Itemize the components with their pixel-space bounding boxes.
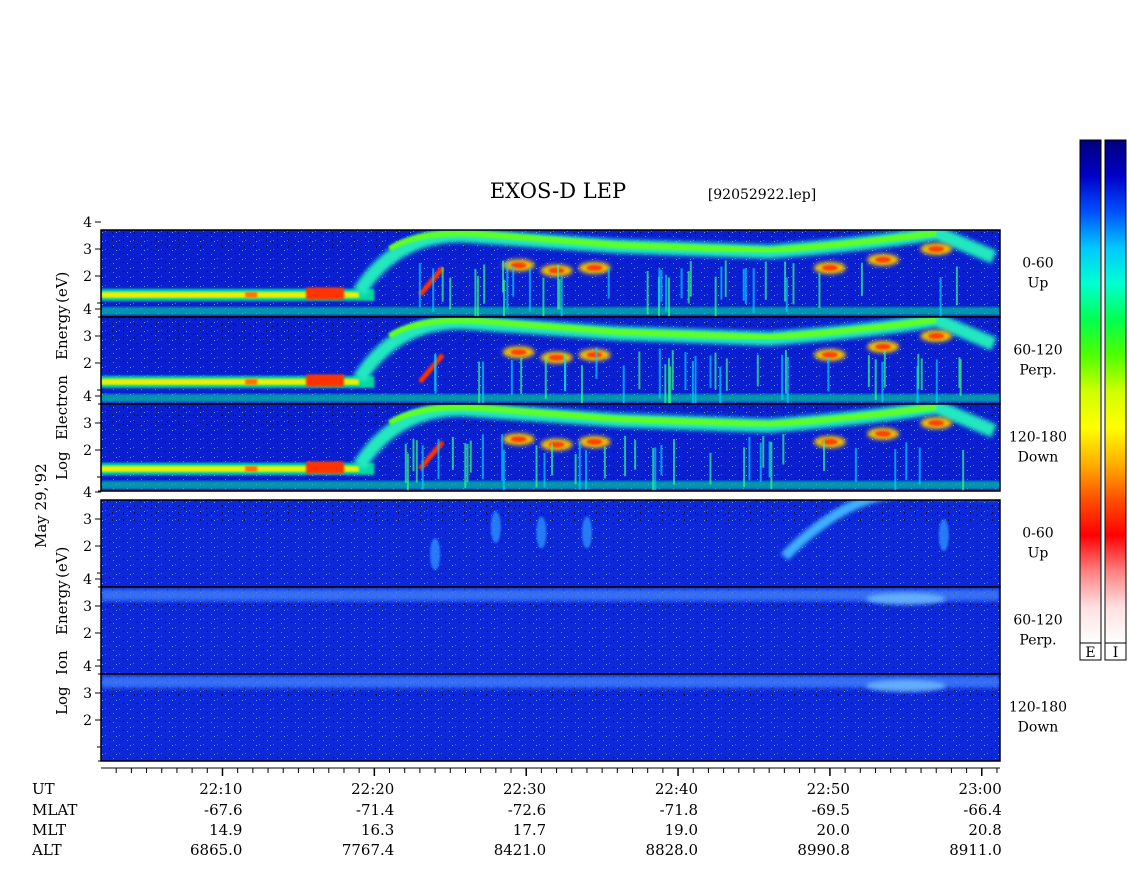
info-value: 8828.0 <box>646 841 699 859</box>
y-tick-label: 3 <box>83 599 92 615</box>
ion-axis-label: Log Ion Energy (eV) <box>53 547 71 715</box>
info-value: 22:40 <box>655 780 698 798</box>
info-value: 22:50 <box>807 780 850 798</box>
y-tick-label: 3 <box>83 416 92 432</box>
direction-label: Up <box>1028 276 1049 292</box>
info-value: -69.5 <box>811 801 849 819</box>
ion-axis-label-word-4: (eV) <box>53 547 71 578</box>
time-axis <box>101 767 1000 776</box>
info-value: -71.8 <box>660 801 698 819</box>
electron-axis-label-word-4: (eV) <box>53 272 71 303</box>
info-value: -66.4 <box>963 801 1001 819</box>
y-tick-label: 2 <box>83 356 92 372</box>
y-tick-label: 2 <box>83 626 92 642</box>
info-row-label: MLT <box>32 821 66 839</box>
spectrogram-panel-electron-2: 2 3 4 60-120 Perp. <box>83 302 1063 405</box>
pitch-angle-label: 120-180 <box>1009 700 1067 716</box>
direction-label: Down <box>1018 720 1059 736</box>
orbit-info-table: UT 22:10 22:20 22:30 22:40 22:50 23:00 MLAT -67.… <box>31 780 1002 859</box>
pitch-angle-label: 0-60 <box>1022 256 1053 272</box>
colorbar-i: I <box>1104 139 1127 661</box>
pitch-angle-label: 60-120 <box>1013 343 1062 359</box>
y-tick-label: 3 <box>83 242 92 258</box>
y-tick-label: 2 <box>83 269 92 285</box>
ion-axis-label-word-3: Energy <box>53 580 71 635</box>
y-tick-label: 4 <box>83 659 92 675</box>
info-value: 8911.0 <box>949 841 1002 859</box>
info-row-label: MLAT <box>32 801 77 819</box>
ion-axis-label-word-2: Ion <box>53 650 71 675</box>
panel-frame <box>100 403 1001 492</box>
info-value: 20.8 <box>968 821 1001 839</box>
ion-axis-label-word-1: Log <box>53 686 71 715</box>
spectrogram-panel-electron-1: 2 3 4 0-60 Up <box>83 215 1054 318</box>
y-tick-label: 2 <box>83 443 92 459</box>
electron-axis-label-word-1: Log <box>53 451 71 480</box>
panel-frame <box>100 673 1001 762</box>
y-tick-label: 4 <box>83 302 92 318</box>
colorbar-label: I <box>1113 645 1119 661</box>
spectrogram-panel-electron-3: 2 3 4 120-180 Down <box>83 389 1067 492</box>
y-tick-label: 3 <box>83 686 92 702</box>
date-label: May 29,'92 <box>32 463 50 548</box>
y-axis: 2 3 4 <box>83 572 101 675</box>
info-value: -67.6 <box>204 801 242 819</box>
direction-label: Perp. <box>1019 633 1056 649</box>
direction-label: Perp. <box>1019 363 1056 379</box>
spectrogram-panel-ion-2: 2 3 4 60-120 Perp. <box>83 572 1063 675</box>
y-axis: 2 3 4 <box>83 215 101 318</box>
info-value: 23:00 <box>959 780 1002 798</box>
direction-label: Down <box>1018 450 1059 466</box>
info-value: 14.9 <box>209 821 242 839</box>
y-tick-label: 3 <box>83 329 92 345</box>
y-tick-label: 4 <box>83 215 92 231</box>
info-value: -71.4 <box>356 801 394 819</box>
y-tick-label: 2 <box>83 539 92 555</box>
y-tick-label: 4 <box>83 389 92 405</box>
info-value: 8990.8 <box>797 841 850 859</box>
info-value: 22:10 <box>199 780 242 798</box>
info-value: 22:20 <box>351 780 394 798</box>
info-value: 19.0 <box>665 821 698 839</box>
info-row-label: UT <box>32 780 55 798</box>
info-value: 22:30 <box>503 780 546 798</box>
y-tick-label: 3 <box>83 512 92 528</box>
file-name: [92052922.lep] <box>708 187 816 203</box>
pitch-angle-label: 60-120 <box>1013 613 1062 629</box>
info-value: -72.6 <box>508 801 546 819</box>
spectrogram-panels: 2 3 4 0-60 Up 2 3 4 60-120 Perp. 2 3 4 120-180 Down 2 3 4… <box>83 215 1067 762</box>
y-tick-label: 2 <box>83 713 92 729</box>
info-value: 20.0 <box>817 821 850 839</box>
electron-axis-label-word-2: Electron <box>53 375 71 440</box>
electron-axis-label: Log Electron Energy (eV) <box>53 272 71 480</box>
y-tick-label: 4 <box>83 485 92 501</box>
spectrogram-panel-ion-1: 2 3 4 0-60 Up <box>83 485 1054 588</box>
info-value: 8421.0 <box>494 841 547 859</box>
info-value: 7767.4 <box>342 841 395 859</box>
info-value: 6865.0 <box>190 841 243 859</box>
info-row-label: ALT <box>31 841 62 859</box>
y-tick-label: 4 <box>83 572 92 588</box>
info-value: 16.3 <box>361 821 394 839</box>
spectrogram-panel-ion-3: 2 3 4 120-180 Down <box>83 659 1067 762</box>
info-value: 17.7 <box>513 821 546 839</box>
colorbar-e: E <box>1079 139 1102 661</box>
electron-axis-label-word-3: Energy <box>53 305 71 360</box>
pitch-angle-label: 120-180 <box>1009 430 1067 446</box>
chart-title: EXOS-D LEP <box>490 179 626 203</box>
colorbar-label: E <box>1085 645 1095 661</box>
direction-label: Up <box>1028 546 1049 562</box>
pitch-angle-label: 0-60 <box>1022 526 1053 542</box>
